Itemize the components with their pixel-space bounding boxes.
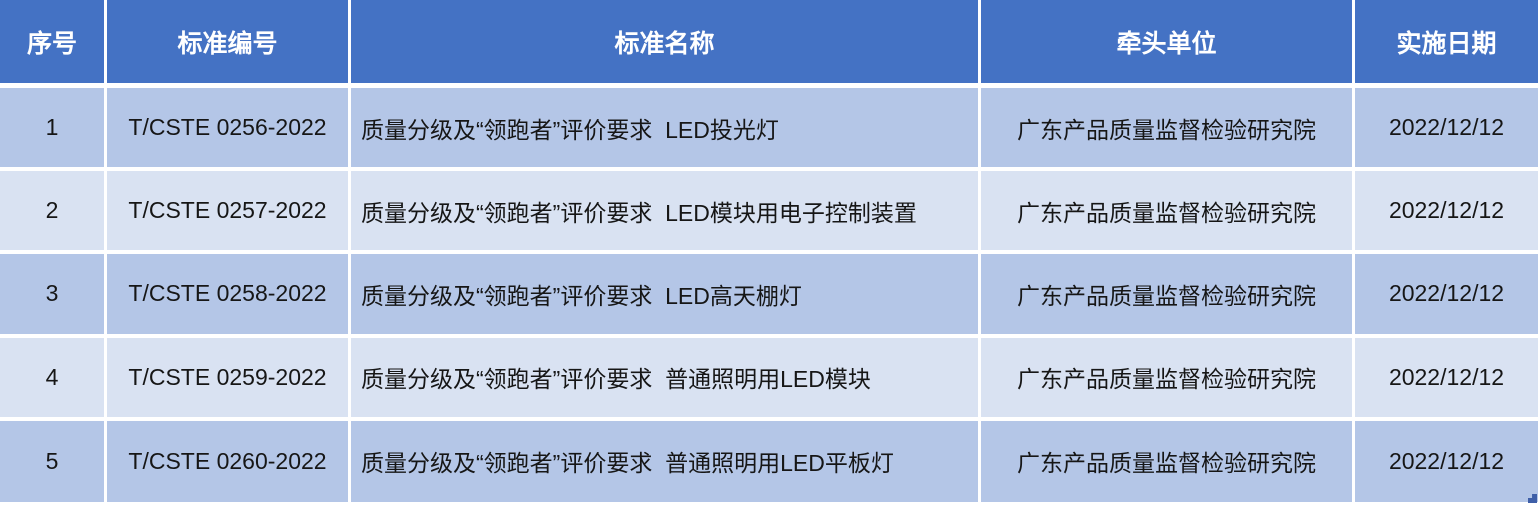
- standard-name-cell[interactable]: 质量分级及“领跑者”评价要求 普通照明用LED平板灯: [351, 420, 981, 505]
- row-index-cell[interactable]: 1: [0, 88, 107, 172]
- impl-date-cell[interactable]: 2022/12/12: [1355, 254, 1538, 338]
- standard-code-cell[interactable]: T/CSTE 0257-2022: [107, 171, 351, 255]
- standard-name-cell[interactable]: 质量分级及“领跑者”评价要求 普通照明用LED模块: [351, 337, 981, 421]
- table-row: 3 T/CSTE 0258-2022 质量分级及“领跑者”评价要求 LED高天棚…: [0, 254, 1538, 338]
- impl-date-cell[interactable]: 2022/12/12: [1355, 337, 1538, 421]
- header-cell-code[interactable]: 标准编号: [107, 0, 351, 88]
- impl-date-cell[interactable]: 2022/12/12: [1355, 88, 1538, 172]
- table-row: 5 T/CSTE 0260-2022 质量分级及“领跑者”评价要求 普通照明用L…: [0, 420, 1538, 505]
- row-index-cell[interactable]: 2: [0, 171, 107, 255]
- impl-date-cell[interactable]: 2022/12/12: [1355, 420, 1538, 505]
- standard-code-cell[interactable]: T/CSTE 0260-2022: [107, 420, 351, 505]
- table-row: 1 T/CSTE 0256-2022 质量分级及“领跑者”评价要求 LED投光灯…: [0, 88, 1538, 172]
- header-cell-date[interactable]: 实施日期: [1355, 0, 1538, 88]
- header-row: 序号 标准编号 标准名称 牵头单位 实施日期: [0, 0, 1538, 88]
- lead-unit-cell[interactable]: 广东产品质量监督检验研究院: [981, 337, 1355, 421]
- row-index-cell[interactable]: 5: [0, 420, 107, 505]
- table-row: 2 T/CSTE 0257-2022 质量分级及“领跑者”评价要求 LED模块用…: [0, 171, 1538, 255]
- standard-code-cell[interactable]: T/CSTE 0256-2022: [107, 88, 351, 172]
- header-cell-name[interactable]: 标准名称: [351, 0, 981, 88]
- standard-code-cell[interactable]: T/CSTE 0258-2022: [107, 254, 351, 338]
- standard-code-cell[interactable]: T/CSTE 0259-2022: [107, 337, 351, 421]
- lead-unit-cell[interactable]: 广东产品质量监督检验研究院: [981, 88, 1355, 172]
- lead-unit-cell[interactable]: 广东产品质量监督检验研究院: [981, 420, 1355, 505]
- standard-name-cell[interactable]: 质量分级及“领跑者”评价要求 LED模块用电子控制装置: [351, 171, 981, 255]
- standard-name-cell[interactable]: 质量分级及“领跑者”评价要求 LED投光灯: [351, 88, 981, 172]
- lead-unit-cell[interactable]: 广东产品质量监督检验研究院: [981, 254, 1355, 338]
- impl-date-cell[interactable]: 2022/12/12: [1355, 171, 1538, 255]
- header-cell-unit[interactable]: 牵头单位: [981, 0, 1355, 88]
- lead-unit-cell[interactable]: 广东产品质量监督检验研究院: [981, 171, 1355, 255]
- table-row: 4 T/CSTE 0259-2022 质量分级及“领跑者”评价要求 普通照明用L…: [0, 337, 1538, 421]
- header-cell-index[interactable]: 序号: [0, 0, 107, 88]
- standard-name-cell[interactable]: 质量分级及“领跑者”评价要求 LED高天棚灯: [351, 254, 981, 338]
- row-index-cell[interactable]: 4: [0, 337, 107, 421]
- row-index-cell[interactable]: 3: [0, 254, 107, 338]
- fill-handle-artifact: [1528, 494, 1537, 503]
